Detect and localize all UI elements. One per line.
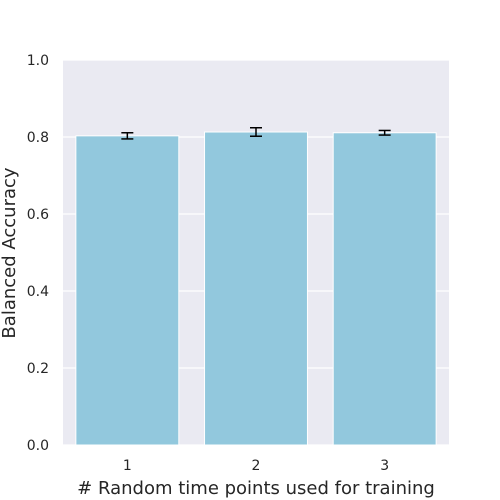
error-bar-3 [378, 129, 391, 136]
bar-1 [75, 135, 180, 446]
error-bar-1 [121, 132, 134, 140]
y-tick-label: 0.0 [27, 438, 49, 454]
x-tick-labels: 1 2 3 [123, 458, 389, 474]
y-tick-label: 0.2 [27, 361, 49, 377]
x-tick-label: 3 [380, 458, 389, 474]
error-bar-2 [250, 127, 262, 137]
error-bars [121, 127, 391, 140]
x-axis-label: # Random time points used for training [77, 478, 435, 499]
y-tick-label: 0.6 [27, 207, 49, 223]
bar-2 [204, 131, 308, 446]
y-tick-label: 0.4 [27, 284, 49, 300]
bars [75, 131, 437, 446]
y-axis-label: Balanced Accuracy [0, 167, 20, 338]
x-tick-label: 2 [252, 458, 261, 474]
y-tick-label: 0.8 [27, 130, 49, 146]
y-tick-labels: 0.0 0.2 0.4 0.6 0.8 1.0 [27, 53, 49, 454]
y-tick-label: 1.0 [27, 53, 49, 69]
x-tick-label: 1 [123, 458, 132, 474]
bar-3 [332, 132, 437, 446]
